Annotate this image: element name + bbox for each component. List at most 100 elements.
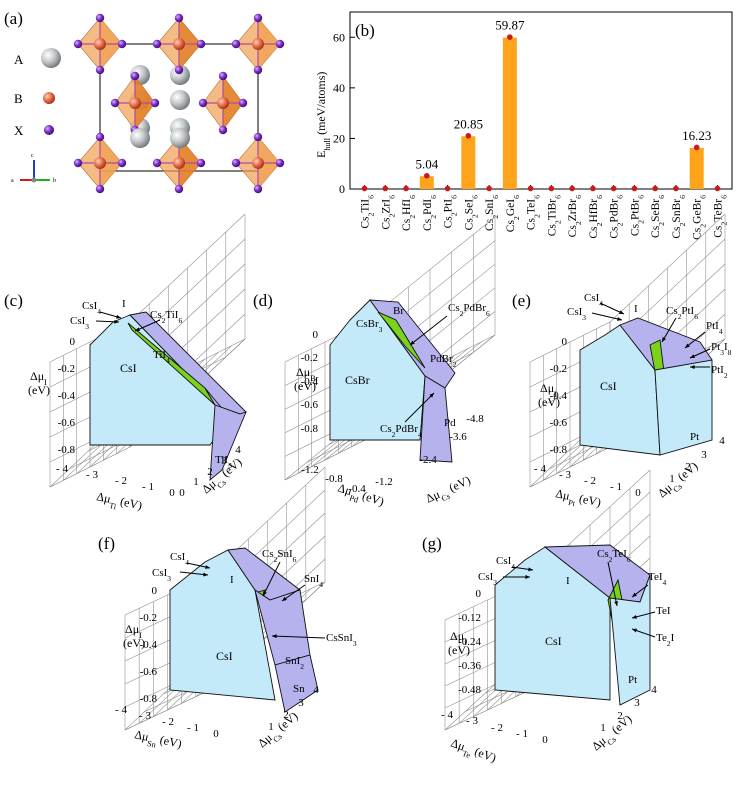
annotation: PtI4 <box>706 320 723 336</box>
x-tick-label: Cs2TeI6 <box>526 195 542 230</box>
z-tick-label: -0.2 <box>140 612 157 624</box>
x-atom <box>253 13 263 23</box>
data-point <box>507 34 513 40</box>
b-atom <box>252 38 264 50</box>
x-axis-label: ΔμSn (eV) <box>133 727 183 754</box>
x-tick-label: Cs2HfI6 <box>401 195 417 231</box>
phase-label: CsI <box>120 361 137 375</box>
y-tick-label: 3 <box>298 697 304 709</box>
annotation: CsI4 <box>170 551 189 567</box>
arrow-head <box>662 337 667 342</box>
x-tick-label: Cs2PdI6 <box>422 195 438 231</box>
phase-region-sni2 <box>254 588 311 666</box>
x-tick-label: -0.4 <box>348 483 366 495</box>
x-tick-label: Cs2PtI6 <box>443 195 459 228</box>
z-tick-label: -0.2 <box>550 363 567 375</box>
center-octahedron <box>198 71 248 135</box>
x-tick-label: - 4 <box>115 704 127 716</box>
z-axis-label: ΔμI <box>30 369 47 387</box>
z-axis-unit: (eV) <box>448 643 470 657</box>
plot-frame <box>349 11 733 190</box>
x-tick-label: Cs2TiI6 <box>360 195 376 229</box>
x-atom <box>253 65 263 75</box>
phase-label: CsI <box>600 379 617 393</box>
z-tick-label: -0.8 <box>301 423 319 435</box>
arrow-head <box>114 319 119 324</box>
data-point <box>590 185 596 192</box>
annotation: SnI4 <box>304 573 323 589</box>
axis-c-label: c <box>31 153 34 159</box>
x-atom <box>73 39 83 49</box>
b-atom <box>129 97 141 109</box>
data-point <box>361 185 368 192</box>
legend-a-label: A <box>14 52 24 67</box>
axis-triad: c a b <box>11 153 56 184</box>
data-label: 5.04 <box>415 156 438 171</box>
phase-label: CsI <box>216 649 233 663</box>
bar <box>419 176 434 189</box>
phase-label: Pt <box>690 431 699 443</box>
annotation: CsI4 <box>496 555 515 571</box>
z-tick-label: -0.6 <box>140 666 158 678</box>
x-tick-label: - 2 <box>162 716 174 728</box>
y-tick-label: -3.6 <box>449 431 467 443</box>
arrow-head <box>632 628 637 633</box>
grid-line <box>529 446 611 488</box>
z-tick-label: -0.24 <box>458 636 481 648</box>
x-tick-label: - 2 <box>491 722 503 734</box>
phase-label: Pt <box>628 674 637 686</box>
grid-line <box>49 446 131 488</box>
data-label: 16.23 <box>682 128 711 143</box>
grid-line <box>124 689 211 731</box>
y-axis-label: Ehull (meV/atoms) <box>314 72 332 158</box>
data-point <box>465 132 472 139</box>
arrow-line <box>281 584 306 602</box>
a-atom <box>130 128 150 148</box>
arrow-head <box>203 572 208 577</box>
corner-octahedron <box>231 13 285 75</box>
arrow-head <box>528 567 533 572</box>
y-tick-label: 1 <box>193 476 199 488</box>
z-tick-label: 0 <box>476 588 482 600</box>
phase-label: Br <box>393 305 404 317</box>
z-axis-unit: (eV) <box>123 636 145 650</box>
grid-line <box>444 689 531 731</box>
b-atom <box>94 157 106 169</box>
arrow-head <box>690 365 695 369</box>
x-atom <box>130 71 140 81</box>
x-tick-label: Cs2TiBr6 <box>546 195 562 236</box>
phase-label: I <box>566 575 570 587</box>
panel-a: (a) A B X c a b <box>4 9 285 194</box>
annotation: Cs2TeI6 <box>597 548 631 564</box>
arrow-head <box>263 591 267 596</box>
y-tick-label: 1 <box>600 722 606 734</box>
x-tick-label: - 4 <box>56 463 68 475</box>
y-tick-label: 3 <box>634 697 640 709</box>
x-tick-label: Cs2SeBr6 <box>650 195 666 238</box>
x-tick-label: 0 <box>635 487 641 499</box>
phase-label: I <box>230 574 234 586</box>
x-atom <box>231 39 241 49</box>
axis-a-label: a <box>11 178 14 184</box>
x-atom <box>152 39 162 49</box>
arrow-head <box>272 634 277 639</box>
x-atom <box>150 98 160 108</box>
annotation: CsI4 <box>584 292 603 308</box>
b-atom <box>173 157 185 169</box>
x-tick-label: - 1 <box>610 481 622 493</box>
y-tick-label: 20 <box>333 131 345 145</box>
phase-label: TiI3 <box>215 454 232 470</box>
z-axis-label: ΔμI <box>450 629 467 647</box>
y-tick-label: 0 <box>339 182 345 196</box>
data-point <box>569 185 575 192</box>
data-point <box>382 185 389 192</box>
z-axis-label: ΔμI <box>125 622 142 640</box>
arrow-head <box>632 614 637 619</box>
x-tick-label: Cs2SnBr6 <box>671 195 687 239</box>
x-atom <box>117 39 127 49</box>
x-tick-label: - 2 <box>584 475 596 487</box>
